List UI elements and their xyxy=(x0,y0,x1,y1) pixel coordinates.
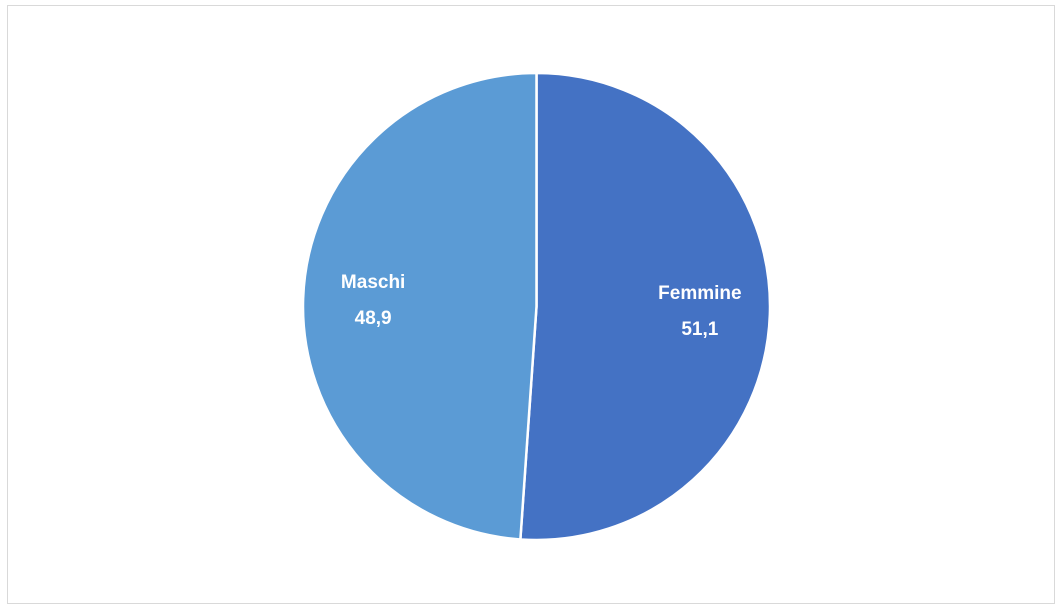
slice-value: 48,9 xyxy=(355,308,392,329)
slice-value: 51,1 xyxy=(681,319,718,340)
pie-slice xyxy=(301,71,538,541)
pie-slice xyxy=(519,71,772,542)
slice-label: Femmine xyxy=(658,283,741,304)
slice-label: Maschi xyxy=(341,272,405,293)
